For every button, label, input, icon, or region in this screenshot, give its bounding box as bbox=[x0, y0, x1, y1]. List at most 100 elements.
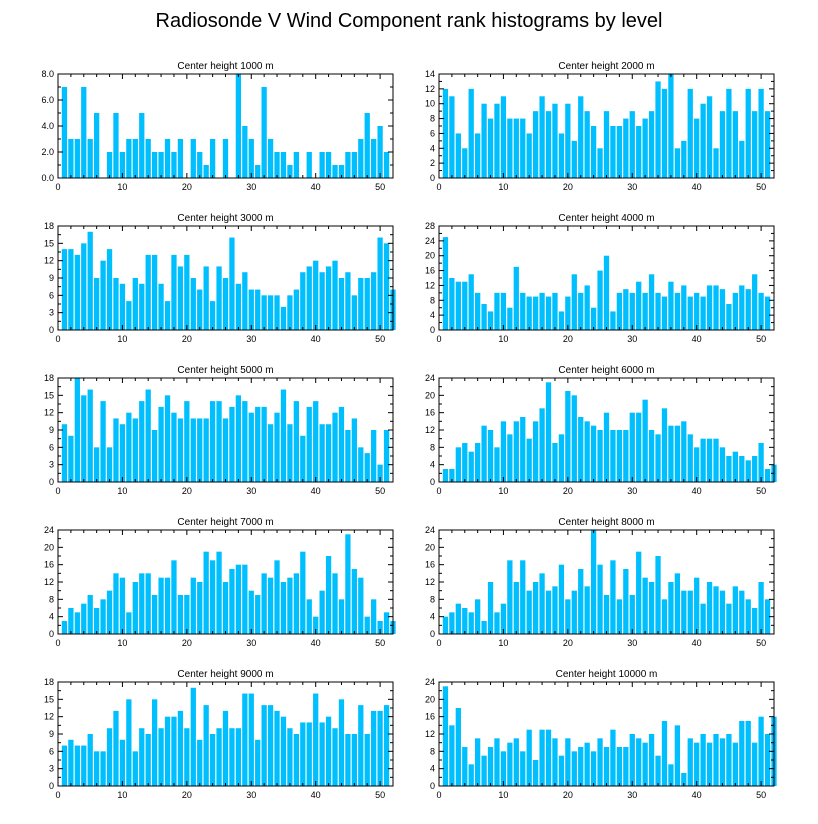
bar bbox=[319, 590, 325, 634]
bar bbox=[706, 96, 713, 178]
bar bbox=[106, 249, 113, 330]
y-tick-label: 18 bbox=[44, 677, 54, 687]
bar bbox=[700, 734, 706, 786]
bar bbox=[325, 716, 332, 786]
bar bbox=[209, 401, 216, 482]
bar bbox=[462, 608, 468, 634]
bar bbox=[377, 621, 383, 634]
y-tick-label: 4 bbox=[49, 612, 54, 622]
y-tick-label: 24 bbox=[44, 525, 54, 535]
bar bbox=[700, 603, 706, 634]
bar bbox=[713, 734, 719, 786]
bar bbox=[623, 289, 629, 330]
y-tick-label: 8 bbox=[49, 594, 54, 604]
bar bbox=[87, 734, 93, 786]
bar bbox=[661, 88, 668, 178]
x-tick-label: 50 bbox=[756, 790, 766, 800]
bar bbox=[267, 295, 274, 330]
x-tick-label: 50 bbox=[756, 638, 766, 648]
bar bbox=[293, 152, 299, 178]
y-tick-label: 4 bbox=[430, 143, 435, 153]
y-tick-label: 8 bbox=[430, 295, 435, 305]
bar bbox=[132, 418, 138, 482]
bar bbox=[629, 595, 635, 634]
bar bbox=[758, 582, 764, 634]
x-tick-label: 10 bbox=[498, 486, 508, 496]
bar bbox=[139, 283, 145, 330]
bar bbox=[526, 729, 532, 786]
bar bbox=[571, 274, 577, 330]
bar bbox=[216, 266, 222, 330]
bar bbox=[300, 722, 306, 786]
y-tick-label: 12 bbox=[425, 425, 435, 435]
y-tick-label: 12 bbox=[44, 408, 54, 418]
x-tick-label: 40 bbox=[692, 790, 702, 800]
panel-1: Center height 1000 m 0 10 20 30 40 50 0.0 2.0 4.0… bbox=[41, 61, 394, 192]
x-tick-label: 20 bbox=[563, 638, 573, 648]
bar bbox=[190, 418, 196, 482]
bar bbox=[383, 243, 390, 330]
bar bbox=[507, 118, 513, 178]
panel-10: Center height 10000 m 0 10 20 30 40 50 0 4 8 12 16 2… bbox=[425, 669, 777, 800]
bar bbox=[377, 710, 383, 786]
y-tick-label: 0.0 bbox=[41, 173, 54, 183]
bar bbox=[558, 755, 565, 786]
x-tick-label: 10 bbox=[117, 638, 127, 648]
bar bbox=[261, 406, 267, 482]
y-tick-label: 6 bbox=[49, 442, 54, 452]
bar bbox=[68, 139, 74, 178]
bar bbox=[164, 577, 171, 634]
bar bbox=[545, 296, 552, 330]
bar bbox=[552, 738, 558, 786]
x-tick-label: 40 bbox=[311, 486, 321, 496]
bar bbox=[764, 111, 771, 178]
bar bbox=[351, 152, 357, 178]
bar bbox=[713, 438, 719, 482]
bar bbox=[571, 140, 577, 178]
bar bbox=[726, 456, 732, 482]
panel-8: Center height 8000 m 0 10 20 30 40 50 0 4 8 12 16 20… bbox=[425, 517, 775, 648]
bar bbox=[648, 274, 655, 330]
bar bbox=[332, 412, 338, 482]
bar bbox=[764, 296, 771, 330]
bar bbox=[449, 725, 455, 786]
bar bbox=[383, 705, 390, 786]
x-tick-label: 10 bbox=[498, 182, 508, 192]
bar bbox=[61, 424, 68, 482]
bar bbox=[455, 281, 461, 330]
bar bbox=[468, 88, 474, 178]
bar bbox=[126, 139, 132, 178]
bar bbox=[74, 378, 80, 482]
bar bbox=[190, 278, 196, 330]
bar bbox=[267, 577, 274, 634]
x-tick-label: 30 bbox=[627, 486, 637, 496]
bar bbox=[332, 260, 338, 330]
bar bbox=[661, 599, 668, 634]
bar bbox=[700, 438, 706, 482]
bar bbox=[274, 710, 280, 786]
bar bbox=[668, 582, 674, 634]
bar bbox=[597, 564, 603, 634]
bar bbox=[81, 745, 87, 786]
bar bbox=[455, 133, 461, 178]
bar bbox=[177, 418, 184, 482]
bar bbox=[449, 469, 455, 482]
x-tick-label: 10 bbox=[117, 486, 127, 496]
bar bbox=[306, 599, 312, 634]
bar bbox=[674, 292, 680, 330]
bar bbox=[681, 773, 687, 786]
bar bbox=[590, 425, 597, 482]
bar bbox=[126, 412, 132, 482]
bar bbox=[145, 389, 151, 482]
bar bbox=[539, 573, 545, 634]
bar bbox=[94, 447, 100, 482]
bar bbox=[455, 708, 461, 786]
bar bbox=[197, 152, 203, 178]
bar bbox=[351, 569, 357, 634]
bar bbox=[235, 564, 242, 634]
bar bbox=[726, 603, 732, 634]
bar bbox=[106, 590, 113, 634]
x-tick-label: 10 bbox=[498, 638, 508, 648]
bar bbox=[177, 710, 184, 786]
bar bbox=[745, 599, 751, 634]
